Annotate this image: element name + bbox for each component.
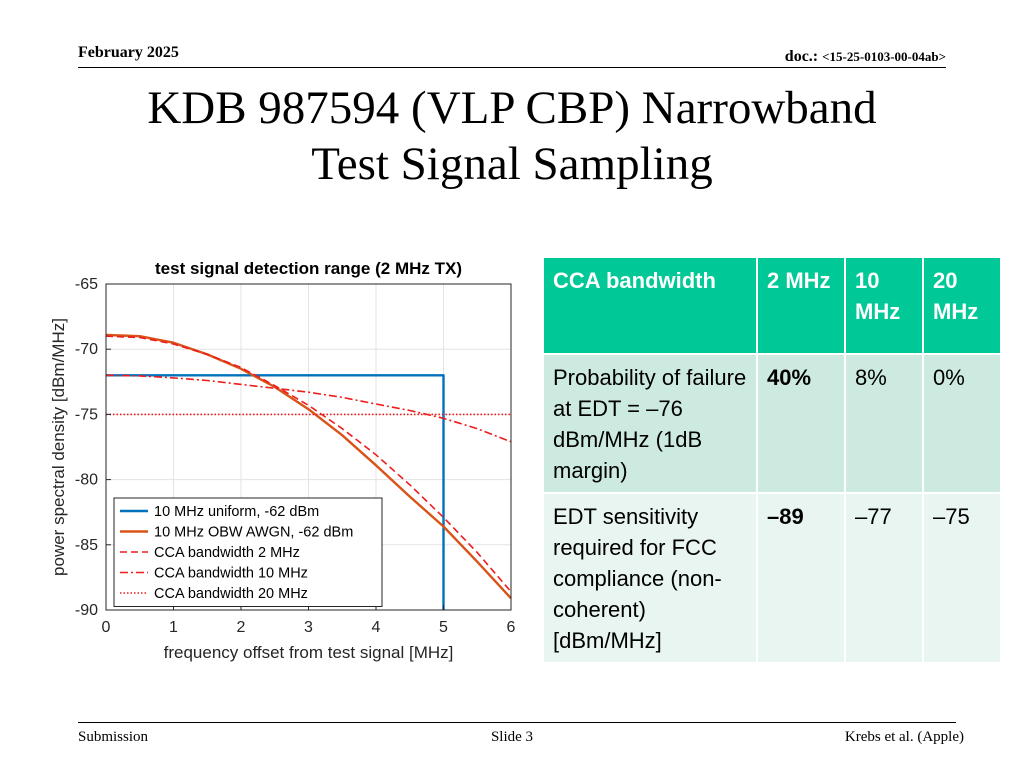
- x-tick-label: 0: [102, 619, 111, 636]
- footer-authors: Krebs et al. (Apple): [844, 729, 964, 745]
- x-tick-label: 2: [237, 619, 246, 636]
- table-cell: 0%: [923, 354, 1002, 494]
- series-line-4: [105, 374, 512, 443]
- y-tick-label: -75: [75, 406, 98, 423]
- x-tick-label: 1: [169, 619, 178, 636]
- series-line-1: [106, 374, 445, 610]
- table-row: Probability of failure at EDT = –76 dBm/…: [544, 354, 1002, 494]
- footer-slide-number: Slide 3: [490, 729, 534, 745]
- title-line-2: Test Signal Sampling: [311, 138, 713, 190]
- footer-rule: [78, 722, 956, 723]
- legend-box: [113, 497, 383, 607]
- table-cell: EDT sensitivity required for FCC complia…: [544, 493, 758, 664]
- doc-number: <15-25-0103-00-04ab>: [822, 49, 946, 64]
- table-cell: –89: [757, 493, 846, 664]
- legend-entry: 10 MHz OBW AWGN, -62 dBm: [154, 525, 353, 541]
- table-header-cell: 20 MHz: [923, 258, 1002, 355]
- legend-entry: CCA bandwidth 2 MHz: [154, 545, 300, 561]
- x-tick-label: 3: [304, 619, 313, 636]
- title-line-1: KDB 987594 (VLP CBP) Narrowband: [147, 82, 877, 134]
- y-axis-label: power spectral density [dBm/MHz]: [49, 318, 68, 576]
- table-cell: 40%: [757, 354, 846, 494]
- y-tick-label: -70: [75, 341, 98, 358]
- x-tick-label: 5: [439, 619, 448, 636]
- header-rule: [78, 67, 946, 68]
- y-tick-label: -90: [75, 602, 98, 619]
- x-tick-label: 6: [507, 619, 516, 636]
- table-cell: 8%: [845, 354, 924, 494]
- chart-title: test signal detection range (2 MHz TX): [155, 259, 462, 278]
- y-tick-label: -85: [75, 537, 98, 554]
- table-header-row: CCA bandwidth 2 MHz 10 MHz 20 MHz: [544, 258, 1002, 355]
- doc-label: doc.:: [784, 48, 823, 65]
- cca-table: CCA bandwidth 2 MHz 10 MHz 20 MHz Probab…: [544, 258, 1002, 664]
- legend-entry: 10 MHz uniform, -62 dBm: [154, 504, 319, 520]
- table-header-cell: 10 MHz: [845, 258, 924, 355]
- x-axis-label: frequency offset from test signal [MHz]: [164, 643, 454, 662]
- table-cell: Probability of failure at EDT = –76 dBm/…: [544, 354, 758, 494]
- legend-entry: CCA bandwidth 10 MHz: [154, 566, 308, 582]
- table-row: EDT sensitivity required for FCC complia…: [544, 493, 1002, 664]
- x-tick-label: 4: [372, 619, 381, 636]
- header-doc-id: doc.: <15-25-0103-00-04ab>: [785, 48, 946, 66]
- table-header-cell: 2 MHz: [757, 258, 846, 355]
- header-date: February 2025: [78, 44, 179, 61]
- table-cell: –75: [923, 493, 1002, 664]
- slide-title: KDB 987594 (VLP CBP) Narrowband Test Sig…: [0, 80, 1024, 192]
- series-line-2: [105, 333, 512, 600]
- table-header-cell: CCA bandwidth: [544, 258, 758, 355]
- table-cell: –77: [845, 493, 924, 664]
- y-tick-label: -65: [75, 276, 98, 293]
- legend-entry: CCA bandwidth 20 MHz: [154, 586, 308, 602]
- series-line-3: [105, 335, 512, 593]
- y-tick-label: -80: [75, 472, 98, 489]
- psd-chart: 0 1 2 3 4 5 6 -65 -70 -75 -80 -85 -90 test signal det…: [49, 259, 516, 662]
- footer-submission: Submission: [78, 729, 149, 745]
